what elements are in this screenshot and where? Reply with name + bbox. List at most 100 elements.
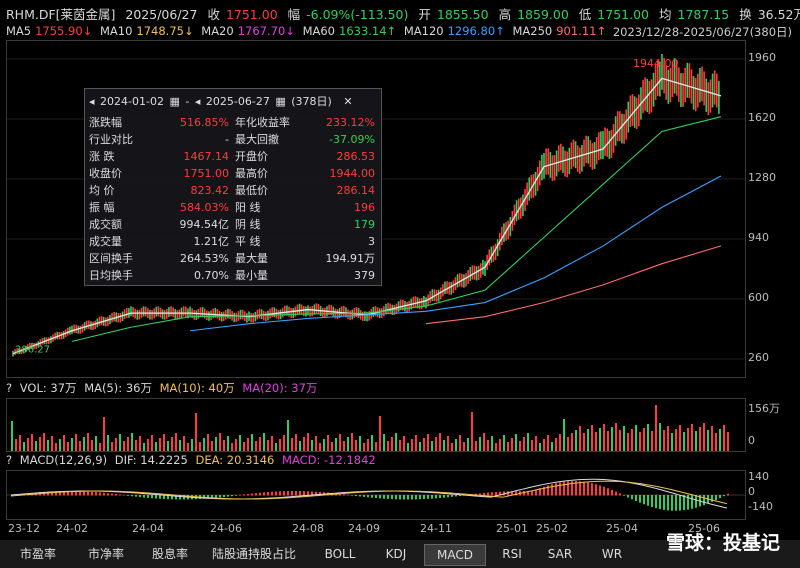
end-date[interactable]: 2025-06-27 [205, 95, 270, 108]
volume-bar [175, 433, 177, 451]
volume-bar [619, 430, 621, 451]
stat-value: 1944.00 [329, 167, 376, 180]
macd-bar [547, 485, 549, 496]
avg-label: 均 [658, 7, 672, 22]
indicator-tabs: 市盈率 市净率 股息率 陆股通持股占比 BOLL KDJ MACD RSI SAR WR [0, 540, 800, 568]
candle-mark [585, 135, 587, 164]
price-chart[interactable]: 1944.00 286.27 [6, 40, 746, 378]
stat-label: 均 价 [89, 184, 115, 197]
macd-bar [431, 495, 433, 499]
macd-bar [95, 492, 97, 496]
tab-8[interactable]: SAR [547, 547, 573, 561]
candle-mark [625, 109, 627, 140]
candle-mark [547, 148, 550, 175]
volume-bar [499, 439, 501, 451]
candle-mark [629, 95, 632, 128]
tab-6[interactable]: MACD [424, 544, 486, 566]
stat-label: 收盘价 [89, 167, 122, 180]
candle-mark [667, 69, 670, 104]
macd-bar [115, 493, 117, 496]
symbol-name[interactable]: RHM.DF[莱茵金属] [6, 7, 116, 22]
volume-bar [167, 441, 169, 451]
candle-mark [210, 310, 212, 320]
candle-mark [488, 249, 491, 266]
candle-mark [311, 306, 314, 317]
candle-mark [71, 325, 73, 334]
candle-mark [520, 197, 522, 219]
volume-bar [131, 433, 133, 451]
macd-chart[interactable] [6, 470, 746, 520]
turnover-label: 换 [739, 7, 752, 22]
tab-4[interactable]: BOLL [324, 547, 356, 561]
macd-bar [551, 484, 553, 496]
volume-chart[interactable] [6, 398, 746, 452]
macd-bar [171, 495, 173, 500]
macd-bar [595, 484, 597, 496]
date-range[interactable]: 2023/12/28-2025/06/27(380日) [612, 25, 792, 39]
chevron-left-icon[interactable]: ◂ [89, 95, 95, 108]
candle-mark [136, 310, 139, 320]
candle-mark [587, 136, 590, 164]
candle-mark [623, 114, 625, 144]
volume-bar [259, 437, 261, 451]
chevron-left-icon[interactable]: ◂ [194, 95, 201, 108]
tab-9[interactable]: WR [601, 547, 623, 561]
calendar-icon[interactable]: ▦ [275, 95, 286, 108]
tab-3[interactable]: 陆股通持股占比 [211, 547, 296, 561]
candle-mark [458, 273, 461, 287]
tab-1[interactable]: 市净率 [87, 547, 124, 561]
candle-mark [589, 140, 592, 168]
macd-bar [283, 491, 285, 496]
volume-bar [567, 437, 569, 451]
candle-mark [534, 171, 537, 196]
volume-bar [659, 423, 661, 451]
volume-bar [355, 440, 357, 451]
candle-mark [551, 155, 554, 181]
tab-2[interactable]: 股息率 [151, 547, 188, 561]
volume-bar [447, 436, 449, 451]
candle-mark [271, 307, 273, 318]
candle-mark [621, 113, 623, 144]
candle-mark [330, 304, 332, 316]
close-icon[interactable]: ✕ [343, 95, 353, 108]
candle-mark [576, 145, 579, 172]
macd-bar [415, 495, 417, 500]
interval-stats-box[interactable]: ◂ 2024-01-02 ▦ - ◂ 2025-06-27 ▦ (378日) ✕… [84, 88, 382, 286]
candle-mark [711, 73, 714, 108]
start-date[interactable]: 2024-01-02 [100, 95, 164, 108]
tab-5[interactable]: KDJ [385, 547, 407, 561]
help-icon[interactable]: ? [6, 381, 13, 395]
candle-mark [574, 141, 577, 169]
candle-mark [347, 309, 349, 320]
candle-mark [345, 307, 347, 318]
candle-mark [644, 77, 646, 111]
candle-mark [513, 204, 516, 226]
volume-bar [27, 438, 29, 451]
candle-mark [206, 310, 208, 321]
macd-bar [135, 495, 137, 497]
candle-mark [364, 311, 366, 321]
volume-bar [191, 439, 193, 451]
candle-mark [439, 287, 442, 300]
macd-bar [443, 495, 445, 498]
tab-7[interactable]: RSI [502, 547, 522, 561]
calendar-icon[interactable]: ▦ [169, 95, 180, 108]
volume-bar [151, 435, 153, 451]
macd-bar [695, 495, 697, 508]
help-icon[interactable]: ? [6, 453, 13, 467]
macd-bar [403, 495, 405, 500]
volume-bar [303, 437, 305, 451]
volume-header: ? VOL: 37万 MA(5): 36万 MA(10): 40万 MA(20)… [6, 380, 321, 396]
candle-mark [60, 332, 63, 340]
interval-range: ◂ 2024-01-02 ▦ - ◂ 2025-06-27 ▦ (378日) ✕ [89, 93, 377, 111]
x-tick-label: 23-12 [8, 522, 40, 535]
tab-0[interactable]: 市盈率 [19, 547, 56, 561]
high-annotation: 1944.00 [633, 57, 679, 70]
volume-bar [527, 433, 529, 451]
volume-bar [603, 424, 605, 451]
macd-bar [215, 495, 217, 498]
macd-bar [495, 491, 497, 496]
candle-mark [321, 307, 324, 318]
macd-bar [83, 491, 85, 496]
candle-mark [368, 311, 370, 321]
